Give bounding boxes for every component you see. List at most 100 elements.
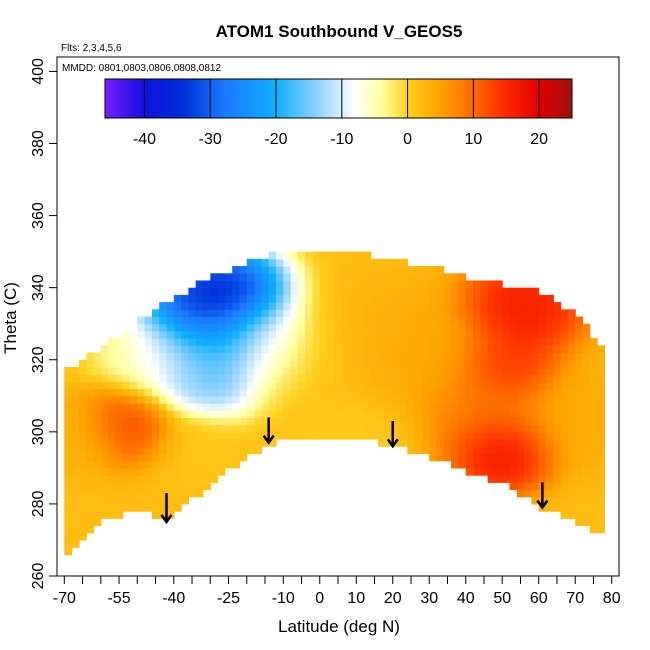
wind-cell bbox=[93, 395, 102, 404]
wind-cell bbox=[86, 489, 95, 498]
wind-cell bbox=[203, 439, 211, 447]
wind-cell bbox=[312, 287, 321, 296]
wind-cell bbox=[524, 367, 532, 375]
wind-cell bbox=[502, 388, 511, 397]
wind-cell bbox=[567, 323, 576, 332]
wind-cell bbox=[159, 330, 168, 339]
wind-cell bbox=[341, 330, 350, 339]
wind-cell bbox=[261, 374, 270, 382]
wind-cell bbox=[254, 431, 262, 440]
wind-cell bbox=[494, 309, 503, 318]
wind-cell bbox=[254, 410, 262, 418]
wind-cell bbox=[356, 359, 365, 368]
wind-cell bbox=[100, 403, 109, 411]
y-tick-label: 340 bbox=[30, 274, 47, 301]
wind-cell bbox=[516, 302, 525, 310]
wind-cell bbox=[217, 323, 226, 332]
wind-cell bbox=[516, 475, 525, 483]
wind-cell bbox=[195, 395, 204, 404]
wind-cell bbox=[181, 381, 189, 390]
wind-cell bbox=[188, 424, 197, 433]
wind-cell bbox=[297, 359, 306, 368]
wind-cell bbox=[100, 388, 109, 397]
wind-cell bbox=[297, 338, 306, 346]
wind-cell bbox=[144, 323, 153, 332]
wind-cell bbox=[276, 338, 284, 346]
wind-cell bbox=[246, 338, 255, 346]
wind-cell bbox=[78, 381, 87, 390]
wind-cell bbox=[297, 410, 306, 418]
wind-cell bbox=[327, 395, 335, 404]
wind-cell bbox=[64, 511, 73, 519]
wind-cell bbox=[86, 381, 95, 390]
wind-cell bbox=[137, 338, 146, 346]
wind-cell bbox=[400, 345, 408, 354]
wind-cell bbox=[414, 446, 423, 455]
wind-cell bbox=[261, 410, 270, 418]
wind-cell bbox=[297, 251, 306, 260]
wind-cell bbox=[239, 424, 248, 433]
wind-cell bbox=[144, 453, 153, 462]
wind-cell bbox=[480, 439, 489, 447]
wind-cell bbox=[334, 266, 343, 274]
wind-cell bbox=[531, 431, 540, 440]
wind-cell bbox=[538, 294, 547, 303]
wind-cell bbox=[137, 352, 146, 361]
wind-cell bbox=[181, 417, 189, 426]
wind-cell bbox=[363, 280, 372, 289]
wind-cell bbox=[166, 424, 175, 433]
wind-cell bbox=[334, 345, 343, 354]
wind-cell bbox=[348, 330, 357, 339]
wind-cell bbox=[356, 316, 365, 325]
wind-cell bbox=[400, 410, 408, 418]
wind-cell bbox=[305, 367, 314, 375]
wind-cell bbox=[276, 431, 284, 440]
wind-cell bbox=[188, 453, 197, 462]
wind-cell bbox=[356, 302, 365, 310]
wind-cell bbox=[268, 367, 277, 375]
x-tick-label: 40 bbox=[457, 590, 475, 607]
wind-cell bbox=[582, 489, 591, 498]
wind-cell bbox=[159, 503, 168, 512]
wind-cell bbox=[100, 503, 109, 512]
wind-cell bbox=[531, 338, 540, 346]
wind-cell bbox=[546, 395, 554, 404]
wind-cell bbox=[290, 431, 299, 440]
wind-cell bbox=[334, 273, 343, 282]
wind-cell bbox=[509, 460, 518, 469]
wind-cell bbox=[524, 316, 532, 325]
wind-cell bbox=[392, 388, 401, 397]
wind-cell bbox=[276, 403, 284, 411]
wind-cell bbox=[589, 367, 598, 375]
wind-cell bbox=[71, 496, 80, 505]
y-axis-label: Theta (C) bbox=[1, 282, 20, 354]
wind-cell bbox=[130, 453, 138, 462]
wind-cell bbox=[224, 417, 233, 426]
x-tick-label: 10 bbox=[347, 590, 365, 607]
wind-cell bbox=[210, 309, 219, 318]
wind-cell bbox=[531, 287, 540, 296]
wind-cell bbox=[100, 431, 109, 440]
wind-cell bbox=[232, 316, 241, 325]
wind-cell bbox=[480, 352, 489, 361]
wind-cell bbox=[188, 359, 197, 368]
wind-cell bbox=[319, 266, 328, 274]
wind-cell bbox=[400, 403, 408, 411]
wind-cell bbox=[151, 374, 160, 382]
x-tick-label: 60 bbox=[530, 590, 548, 607]
wind-cell bbox=[137, 381, 146, 390]
wind-cell bbox=[400, 381, 408, 390]
wind-cell bbox=[378, 439, 386, 447]
wind-cell bbox=[86, 374, 95, 382]
wind-cell bbox=[71, 475, 80, 483]
wind-cell bbox=[239, 309, 248, 318]
wind-cell bbox=[246, 309, 255, 318]
wind-cell bbox=[297, 287, 306, 296]
wind-cell bbox=[575, 381, 584, 390]
wind-cell bbox=[589, 453, 598, 462]
wind-cell bbox=[290, 381, 299, 390]
wind-cell bbox=[166, 359, 175, 368]
wind-cell bbox=[597, 518, 605, 527]
wind-cell bbox=[363, 258, 372, 267]
wind-cell bbox=[144, 410, 153, 418]
